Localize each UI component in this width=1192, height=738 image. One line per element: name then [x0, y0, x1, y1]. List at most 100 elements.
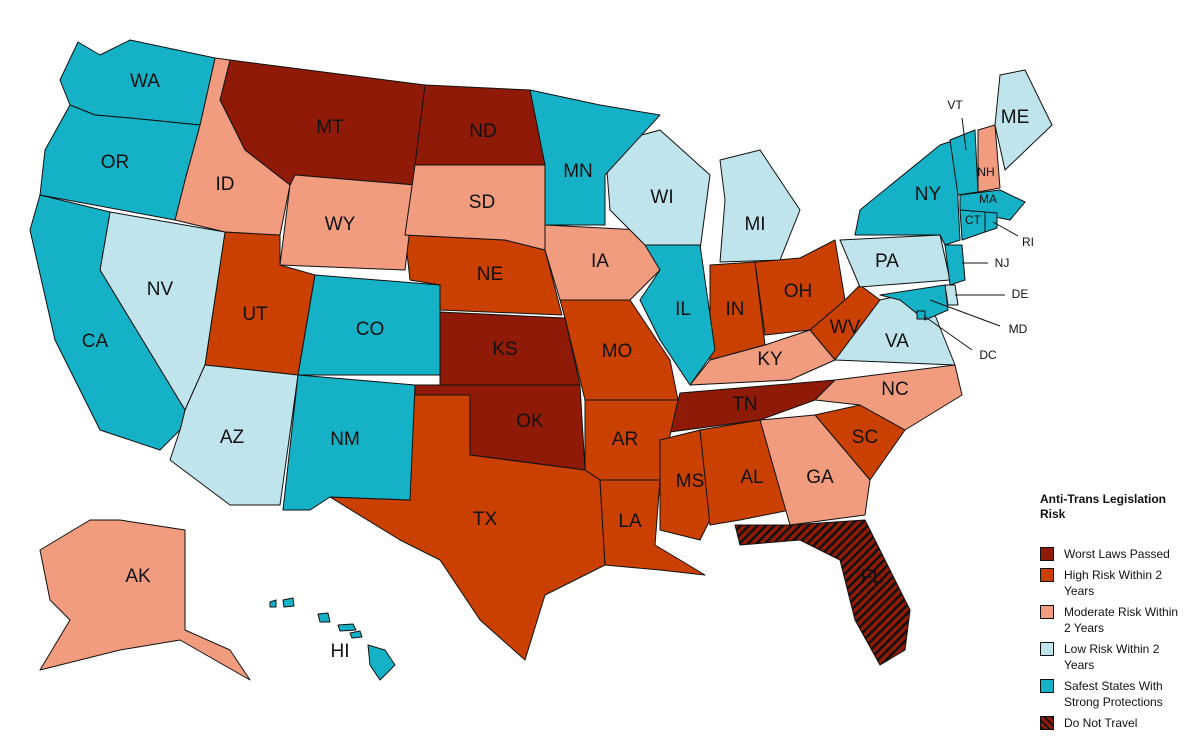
- state-shape: [297, 274, 441, 376]
- state-label: OH: [784, 281, 813, 302]
- state-label: NM: [330, 429, 360, 450]
- state-label: WA: [130, 71, 160, 92]
- state-label: NC: [881, 379, 908, 400]
- state-label: AR: [612, 429, 638, 450]
- state-shape: [349, 630, 363, 639]
- state-shape: [269, 599, 277, 608]
- state-label: IN: [726, 299, 745, 320]
- state-label: NY: [915, 184, 942, 205]
- state-label: WV: [830, 317, 861, 338]
- state-label: MA: [979, 192, 997, 206]
- state-shape: [39, 519, 251, 681]
- legend-item: Safest States With Strong Protections: [1040, 678, 1180, 710]
- state-label: NV: [147, 279, 174, 300]
- state-label: CA: [82, 331, 109, 352]
- leader-line: [961, 117, 967, 151]
- state-label: IA: [591, 251, 609, 272]
- state-shape: [916, 310, 926, 320]
- state-label: DC: [979, 348, 997, 362]
- state-label: LA: [618, 511, 642, 532]
- state-label: AZ: [220, 427, 245, 448]
- legend-swatch: [1040, 547, 1054, 561]
- state-shape: [759, 414, 871, 526]
- state-label: HI: [331, 641, 350, 662]
- legend-label: High Risk Within 2 Years: [1064, 568, 1163, 598]
- state-shape: [659, 429, 711, 541]
- legend-swatch: [1040, 568, 1054, 582]
- state-label: TX: [473, 509, 498, 530]
- state-label: NH: [977, 165, 994, 179]
- legend-item: Do Not Travel: [1040, 715, 1180, 731]
- state-shape: [282, 597, 295, 608]
- state-label: SD: [469, 192, 495, 213]
- state-shape: [994, 69, 1053, 171]
- state-label: TN: [732, 394, 757, 415]
- state-label: MT: [316, 117, 344, 138]
- legend: Anti-Trans Legislation Risk Worst Laws P…: [1040, 492, 1180, 736]
- state-shape: [639, 244, 716, 386]
- state-label: GA: [806, 467, 834, 488]
- leader-line: [923, 315, 973, 351]
- state-label: KS: [492, 339, 517, 360]
- state-shape: [404, 164, 546, 251]
- state-shape: [367, 644, 396, 681]
- state-label: WY: [325, 214, 356, 235]
- legend-item: High Risk Within 2 Years: [1040, 567, 1180, 599]
- legend-label: Safest States With Strong Protections: [1064, 679, 1163, 709]
- state-label: VT: [947, 98, 963, 112]
- state-label: MN: [563, 161, 593, 182]
- legend-label: Worst Laws Passed: [1064, 547, 1170, 561]
- state-label: FL: [861, 567, 883, 588]
- state-shape: [944, 244, 966, 286]
- state-label: DE: [1012, 287, 1029, 301]
- legend-swatch: [1040, 716, 1054, 730]
- state-shape: [984, 211, 998, 233]
- state-shape: [529, 89, 661, 226]
- state-label: RI: [1022, 235, 1034, 249]
- legend-item: Moderate Risk Within 2 Years: [1040, 604, 1180, 636]
- state-label: MS: [676, 471, 705, 492]
- state-shape: [689, 329, 836, 386]
- legend-item: Low Risk Within 2 Years: [1040, 641, 1180, 673]
- state-label: NJ: [995, 256, 1010, 270]
- state-shape: [879, 284, 949, 321]
- leader-line: [992, 221, 1019, 237]
- state-label: WI: [650, 187, 673, 208]
- state-shape: [279, 174, 416, 271]
- state-shape: [977, 124, 1001, 193]
- legend-label: Low Risk Within 2 Years: [1064, 642, 1160, 672]
- legend-item: Worst Laws Passed: [1040, 546, 1180, 562]
- legend-swatch: [1040, 679, 1054, 693]
- leader-line: [929, 299, 1001, 327]
- state-label: AL: [740, 467, 763, 488]
- state-shape: [854, 139, 961, 246]
- legend-label: Moderate Risk Within 2 Years: [1064, 605, 1179, 635]
- state-label: PA: [875, 251, 899, 272]
- state-shape: [949, 129, 979, 196]
- state-shape: [719, 149, 801, 263]
- state-label: ND: [469, 121, 496, 142]
- state-label: NE: [477, 264, 503, 285]
- state-shape: [317, 612, 331, 623]
- state-shape: [39, 104, 201, 221]
- legend-label: Do Not Travel: [1064, 716, 1138, 730]
- state-label: MO: [602, 341, 633, 362]
- state-shape: [337, 623, 357, 632]
- state-label: OK: [516, 411, 544, 432]
- state-shape: [29, 194, 186, 451]
- legend-title: Anti-Trans Legislation Risk: [1040, 492, 1167, 521]
- legend-swatch: [1040, 642, 1054, 656]
- state-label: SC: [852, 427, 878, 448]
- state-shape: [329, 394, 606, 661]
- state-label: KY: [757, 349, 783, 370]
- state-label: ID: [216, 174, 235, 195]
- state-shape: [282, 374, 416, 511]
- state-shape: [734, 519, 911, 666]
- state-label: CT: [965, 213, 982, 227]
- state-label: OR: [101, 152, 130, 173]
- state-label: IL: [675, 299, 691, 320]
- state-label: UT: [242, 304, 268, 325]
- state-label: CO: [356, 319, 385, 340]
